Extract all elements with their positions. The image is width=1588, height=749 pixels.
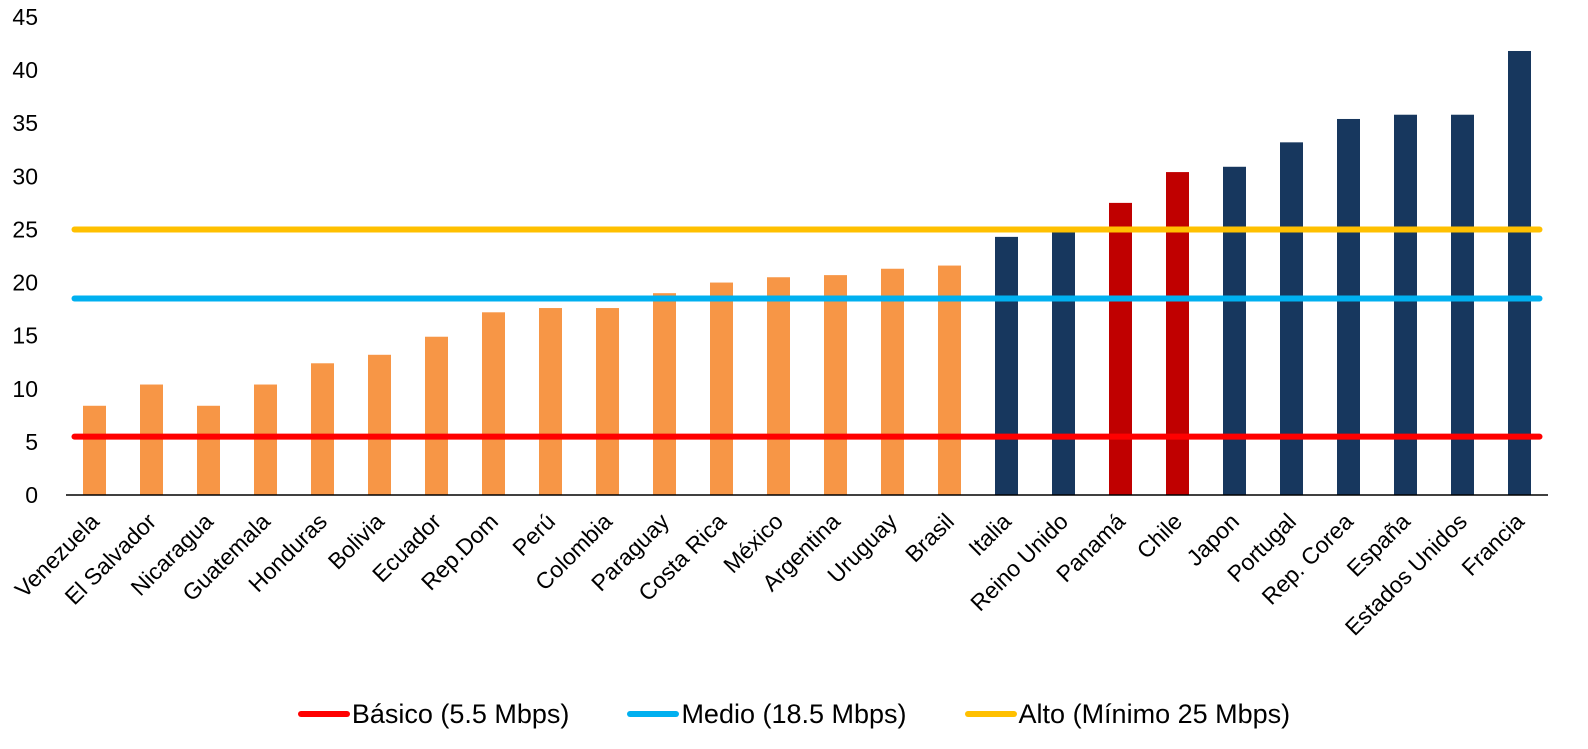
bar [1109, 202, 1132, 495]
x-tick-label: Italia [963, 508, 1016, 561]
x-tick-label: Perú [507, 508, 560, 561]
y-tick-label: 10 [12, 376, 38, 402]
legend-swatch-alto [964, 711, 1017, 717]
bar [83, 405, 106, 495]
bar [311, 363, 334, 495]
bar [596, 308, 619, 495]
bar [482, 312, 505, 495]
bar [881, 268, 904, 495]
y-tick-label: 30 [12, 163, 38, 189]
y-tick-label: 40 [12, 57, 38, 83]
legend-item-alto: Alto (Mínimo 25 Mbps) [964, 698, 1291, 730]
y-tick-label: 5 [25, 429, 38, 455]
y-axis-ticks: 0 5 10 15 20 25 30 35 40 45 [12, 4, 38, 508]
bar [1508, 50, 1531, 495]
bar [140, 384, 163, 495]
legend-label-basico: Básico (5.5 Mbps) [351, 698, 570, 729]
bar [1166, 172, 1189, 495]
bar [539, 308, 562, 495]
bars [83, 50, 1531, 496]
bar [1223, 166, 1246, 496]
bar [710, 282, 733, 495]
y-tick-label: 0 [25, 482, 38, 508]
legend-swatch-medio [627, 711, 680, 717]
legend-label-alto: Alto (Mínimo 25 Mbps) [1018, 698, 1291, 729]
bar [824, 275, 847, 495]
bar [254, 384, 277, 495]
bar [1337, 118, 1360, 496]
x-tick-label: Brasil [900, 508, 959, 567]
bar [995, 236, 1018, 495]
y-tick-label: 25 [12, 216, 38, 242]
legend-item-medio: Medio (18.5 Mbps) [627, 698, 907, 730]
legend-swatch-basico [297, 711, 350, 717]
bar [425, 336, 448, 495]
x-tick-label: Chile [1132, 508, 1187, 563]
bar [653, 293, 676, 495]
bar [767, 277, 790, 495]
reference-lines [71, 226, 1543, 440]
y-tick-label: 15 [12, 323, 38, 349]
y-tick-label: 35 [12, 110, 38, 136]
bar [1280, 142, 1303, 495]
legend-label-medio: Medio (18.5 Mbps) [681, 698, 907, 729]
bar [368, 354, 391, 495]
bar [197, 405, 220, 495]
legend: Básico (5.5 Mbps) Medio (18.5 Mbps) Alto… [0, 694, 1588, 734]
bar [1451, 114, 1474, 496]
bar [1052, 229, 1075, 495]
x-tick-label: Francia [1456, 508, 1529, 581]
legend-item-basico: Básico (5.5 Mbps) [297, 698, 570, 730]
bar [1394, 114, 1417, 496]
y-tick-label: 45 [12, 4, 38, 30]
y-tick-label: 20 [12, 270, 38, 296]
